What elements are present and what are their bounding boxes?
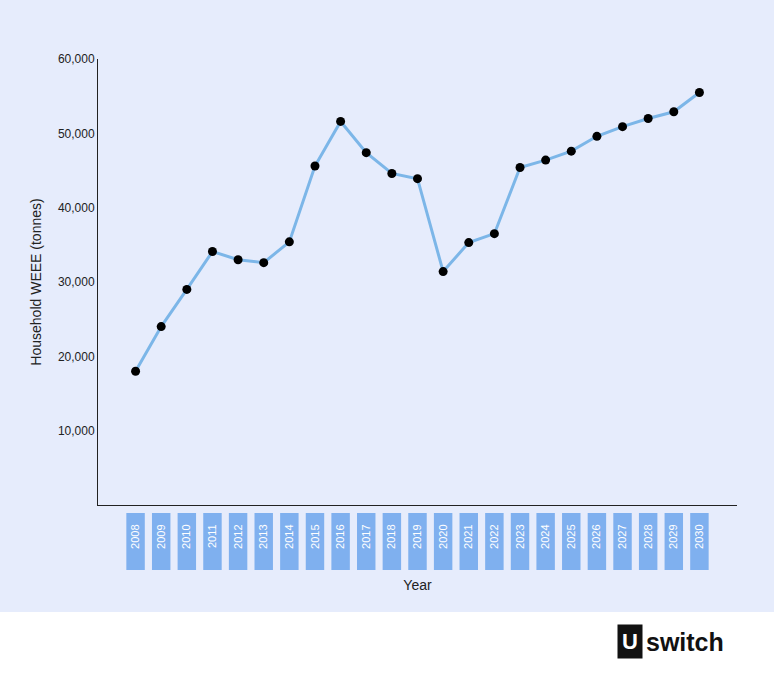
svg-text:2026: 2026 xyxy=(590,524,602,548)
svg-text:2018: 2018 xyxy=(385,524,397,548)
svg-text:2021: 2021 xyxy=(462,524,474,548)
svg-text:2020: 2020 xyxy=(437,524,449,548)
svg-text:2009: 2009 xyxy=(155,524,167,548)
svg-text:2027: 2027 xyxy=(616,524,628,548)
svg-text:60,000: 60,000 xyxy=(58,52,95,66)
svg-text:switch: switch xyxy=(646,628,724,656)
svg-text:Household WEEE (tonnes): Household WEEE (tonnes) xyxy=(28,198,44,365)
svg-text:2017: 2017 xyxy=(360,524,372,548)
svg-text:10,000: 10,000 xyxy=(58,424,95,438)
svg-text:2023: 2023 xyxy=(514,524,526,548)
svg-text:2015: 2015 xyxy=(309,524,321,548)
svg-text:2010: 2010 xyxy=(180,524,192,548)
svg-text:U: U xyxy=(622,629,638,654)
svg-text:50,000: 50,000 xyxy=(58,127,95,141)
svg-text:2024: 2024 xyxy=(539,524,551,548)
svg-text:2012: 2012 xyxy=(232,524,244,548)
svg-text:2019: 2019 xyxy=(411,524,423,548)
svg-text:2016: 2016 xyxy=(334,524,346,548)
svg-text:2025: 2025 xyxy=(565,524,577,548)
svg-text:20,000: 20,000 xyxy=(58,350,95,364)
svg-text:40,000: 40,000 xyxy=(58,201,95,215)
svg-text:2029: 2029 xyxy=(667,524,679,548)
svg-text:Year: Year xyxy=(403,577,432,593)
svg-text:2014: 2014 xyxy=(283,524,295,548)
svg-text:2011: 2011 xyxy=(206,524,218,548)
svg-text:2030: 2030 xyxy=(693,524,705,548)
svg-text:2013: 2013 xyxy=(257,524,269,548)
svg-text:30,000: 30,000 xyxy=(58,275,95,289)
svg-text:2028: 2028 xyxy=(642,524,654,548)
svg-text:2022: 2022 xyxy=(488,524,500,548)
svg-text:2008: 2008 xyxy=(129,524,141,548)
